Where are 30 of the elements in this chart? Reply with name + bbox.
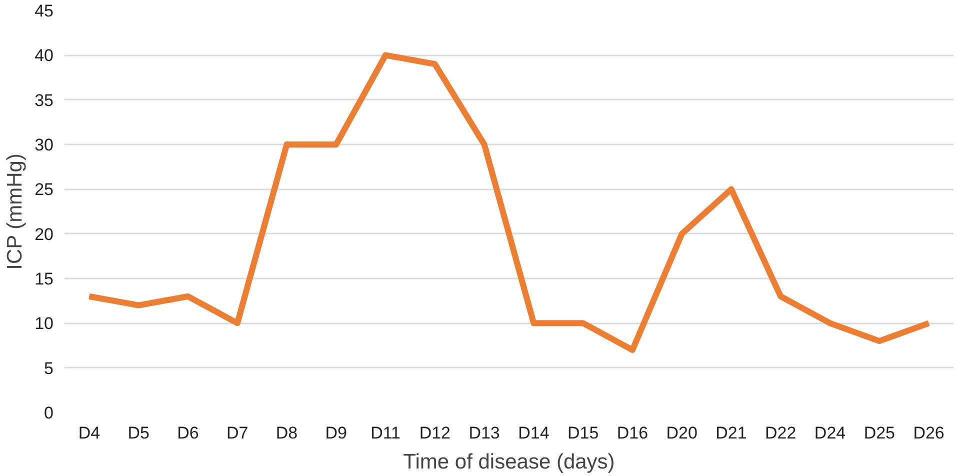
x-tick-label: D21 xyxy=(716,424,747,442)
y-tick-label: 40 xyxy=(34,46,54,66)
y-tick-label: 45 xyxy=(34,2,54,20)
x-tick-label: D11 xyxy=(370,424,401,442)
x-tick-label: D22 xyxy=(765,424,796,442)
x-tick-label: D26 xyxy=(913,424,944,442)
y-tick-label: 0 xyxy=(44,404,54,422)
x-tick-label: D13 xyxy=(468,424,500,442)
y-tick-label: 25 xyxy=(34,180,54,200)
y-tick-label: 30 xyxy=(34,136,54,154)
x-tick-label: D6 xyxy=(177,424,199,442)
y-tick-label: 15 xyxy=(34,270,54,288)
y-tick-label: 20 xyxy=(34,224,54,244)
x-tick-label: D7 xyxy=(226,424,248,442)
x-tick-label: D9 xyxy=(325,424,348,442)
x-tick-label: D12 xyxy=(419,424,451,442)
x-tick-label: D14 xyxy=(518,424,550,442)
y-tick-label: 35 xyxy=(34,90,54,110)
x-tick-label: D15 xyxy=(567,424,599,442)
x-tick-label: D20 xyxy=(666,424,698,442)
x-tick-label: D4 xyxy=(78,424,100,442)
y-tick-label: 10 xyxy=(34,314,54,334)
x-tick-label: D25 xyxy=(864,424,896,442)
x-tick-label: D16 xyxy=(616,424,648,442)
y-axis-title: ICP (mmHg) xyxy=(4,154,27,270)
x-tick-label: D8 xyxy=(276,424,298,442)
x-tick-label: D5 xyxy=(128,424,150,442)
x-tick-label: D24 xyxy=(814,424,846,442)
x-axis-title: Time of disease (days) xyxy=(403,450,615,474)
y-tick-label: 5 xyxy=(44,358,54,378)
